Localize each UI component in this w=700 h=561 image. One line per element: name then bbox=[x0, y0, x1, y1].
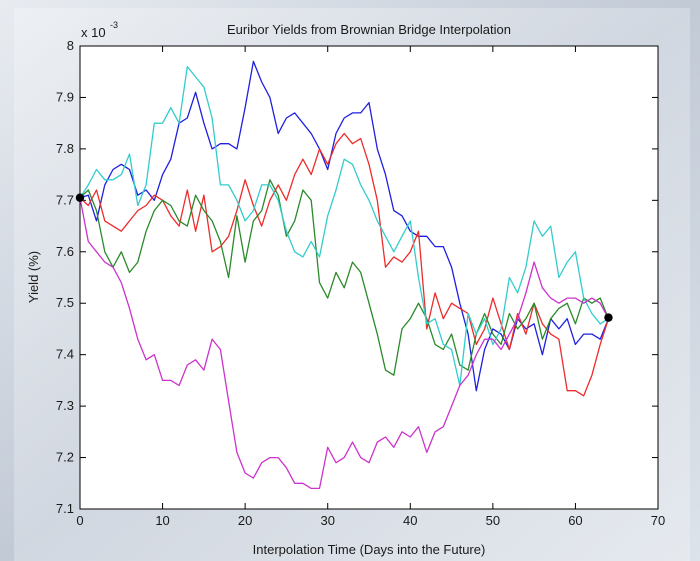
x-tick-label: 50 bbox=[486, 513, 500, 528]
plot-area bbox=[79, 45, 659, 510]
y-tick-label: 8 bbox=[67, 38, 74, 53]
y-multiplier-exponent: -3 bbox=[110, 20, 118, 30]
x-tick-label: 30 bbox=[320, 513, 334, 528]
y-tick-label: 7.1 bbox=[56, 501, 74, 516]
y-tick-label: 7.3 bbox=[56, 398, 74, 413]
x-tick-label: 40 bbox=[403, 513, 417, 528]
y-tick-label: 7.5 bbox=[56, 295, 74, 310]
endpoint-markers bbox=[75, 193, 613, 322]
y-tick-label: 7.8 bbox=[56, 141, 74, 156]
y-tick-label: 7.2 bbox=[56, 450, 74, 465]
series-line-5 bbox=[79, 197, 610, 490]
x-tick-label: 20 bbox=[238, 513, 252, 528]
chart-title: Euribor Yields from Brownian Bridge Inte… bbox=[227, 22, 511, 37]
y-tick-label: 7.7 bbox=[56, 192, 74, 207]
end-point-marker bbox=[604, 313, 613, 322]
axes: 0 10 20 30 40 50 60 70 7.1 7.2 7.3 7.4 7.5 7.6 7.7 7.8 7… bbox=[56, 38, 665, 528]
series-line-3 bbox=[79, 179, 610, 376]
x-tick-label: 60 bbox=[568, 513, 582, 528]
y-multiplier-label: x 10 bbox=[81, 25, 106, 40]
y-axis-label: Yield (%) bbox=[26, 251, 41, 303]
series-layer bbox=[79, 60, 610, 490]
y-tick-label: 7.9 bbox=[56, 89, 74, 104]
series-line-2 bbox=[79, 132, 610, 397]
x-tick-label: 0 bbox=[76, 513, 83, 528]
x-axis-label: Interpolation Time (Days into the Future… bbox=[253, 542, 486, 557]
y-tick-label: 7.6 bbox=[56, 244, 74, 259]
series-line-4 bbox=[79, 65, 609, 387]
start-point-marker bbox=[75, 193, 85, 202]
x-tick-label: 70 bbox=[651, 513, 665, 528]
x-tick-label: 10 bbox=[155, 513, 169, 528]
y-tick-label: 7.4 bbox=[56, 347, 74, 362]
